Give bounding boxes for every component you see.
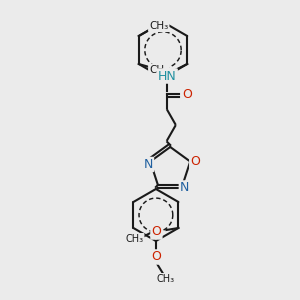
Text: CH₃: CH₃: [149, 65, 168, 75]
Text: CH₃: CH₃: [149, 21, 168, 31]
Text: N: N: [180, 182, 189, 194]
Text: CH₃: CH₃: [125, 234, 143, 244]
Text: O: O: [190, 155, 200, 168]
Text: O: O: [182, 88, 192, 100]
Text: N: N: [144, 158, 153, 171]
Text: O: O: [151, 250, 161, 263]
Text: O: O: [152, 226, 161, 238]
Text: CH₃: CH₃: [157, 274, 175, 284]
Text: HN: HN: [158, 70, 177, 83]
